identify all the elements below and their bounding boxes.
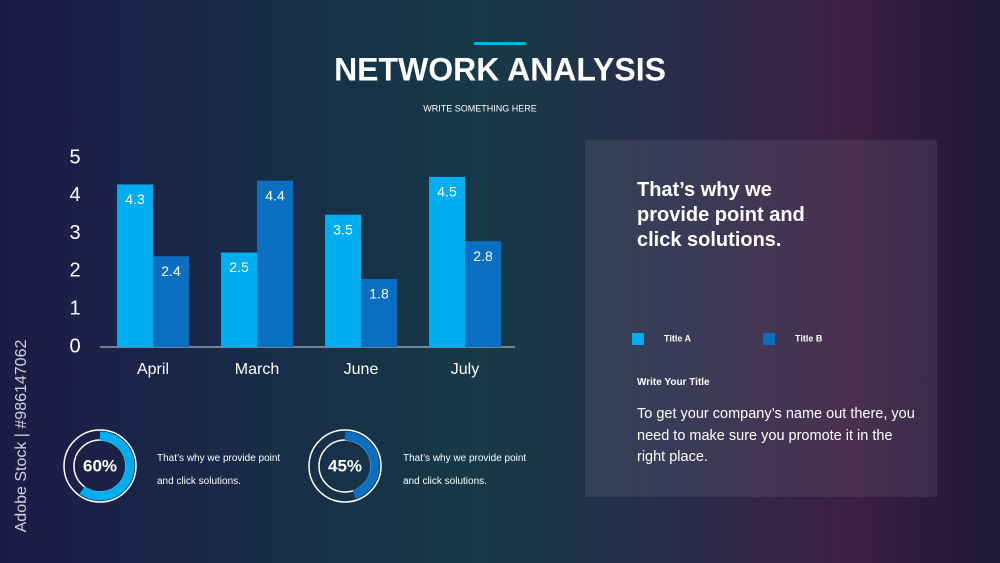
watermark: Adobe Stock | #986147062 bbox=[13, 340, 30, 533]
y-tick-label: 1 bbox=[69, 297, 80, 319]
panel-heading: That’s why we provide point and click so… bbox=[637, 179, 805, 251]
donut-ring bbox=[308, 429, 382, 503]
y-tick-label: 3 bbox=[69, 222, 80, 244]
donut-arc bbox=[65, 431, 135, 501]
legend-label: Title B bbox=[795, 333, 823, 343]
x-tick-label: April bbox=[137, 361, 169, 378]
bar bbox=[429, 176, 465, 347]
y-tick-label: 4 bbox=[69, 184, 80, 206]
accent-line bbox=[474, 42, 526, 45]
donut-ring bbox=[63, 429, 137, 503]
value-label: 4.4 bbox=[265, 187, 285, 203]
x-tick-label: March bbox=[235, 361, 279, 378]
bar bbox=[117, 184, 153, 347]
value-label: 2.8 bbox=[473, 248, 493, 264]
x-tick-label: June bbox=[344, 361, 379, 378]
value-label: 2.5 bbox=[229, 259, 249, 275]
donut-label: 45% bbox=[328, 456, 362, 475]
donut-text: That’s why we provide point and click so… bbox=[157, 453, 281, 487]
subtitle: WRITE SOMETHING HERE bbox=[423, 103, 537, 113]
bar bbox=[221, 252, 257, 347]
panel bbox=[585, 140, 937, 497]
donut-text: That’s why we provide point and click so… bbox=[403, 453, 527, 487]
bar bbox=[325, 214, 361, 347]
value-label: 1.8 bbox=[369, 286, 389, 302]
donut-label: 60% bbox=[83, 456, 117, 475]
x-tick-label: July bbox=[451, 361, 479, 378]
donut-arc bbox=[310, 431, 380, 501]
bar bbox=[257, 180, 293, 347]
bar bbox=[153, 256, 189, 347]
bar bbox=[361, 278, 397, 347]
bar bbox=[465, 241, 501, 347]
value-label: 4.3 bbox=[125, 191, 145, 207]
y-tick-label: 2 bbox=[69, 260, 80, 282]
y-tick-label: 0 bbox=[69, 335, 80, 357]
title: NETWORK ANALYSIS bbox=[334, 51, 666, 87]
value-label: 2.4 bbox=[161, 263, 181, 279]
value-label: 3.5 bbox=[333, 221, 353, 237]
y-tick-label: 5 bbox=[69, 146, 80, 168]
legend-swatch bbox=[632, 333, 644, 345]
panel-subtitle: Write Your Title bbox=[637, 377, 710, 388]
value-label: 4.5 bbox=[437, 184, 457, 200]
legend-label: Title A bbox=[664, 333, 692, 343]
legend-swatch bbox=[763, 333, 775, 345]
panel-body: To get your company’s name out there, yo… bbox=[637, 406, 915, 465]
